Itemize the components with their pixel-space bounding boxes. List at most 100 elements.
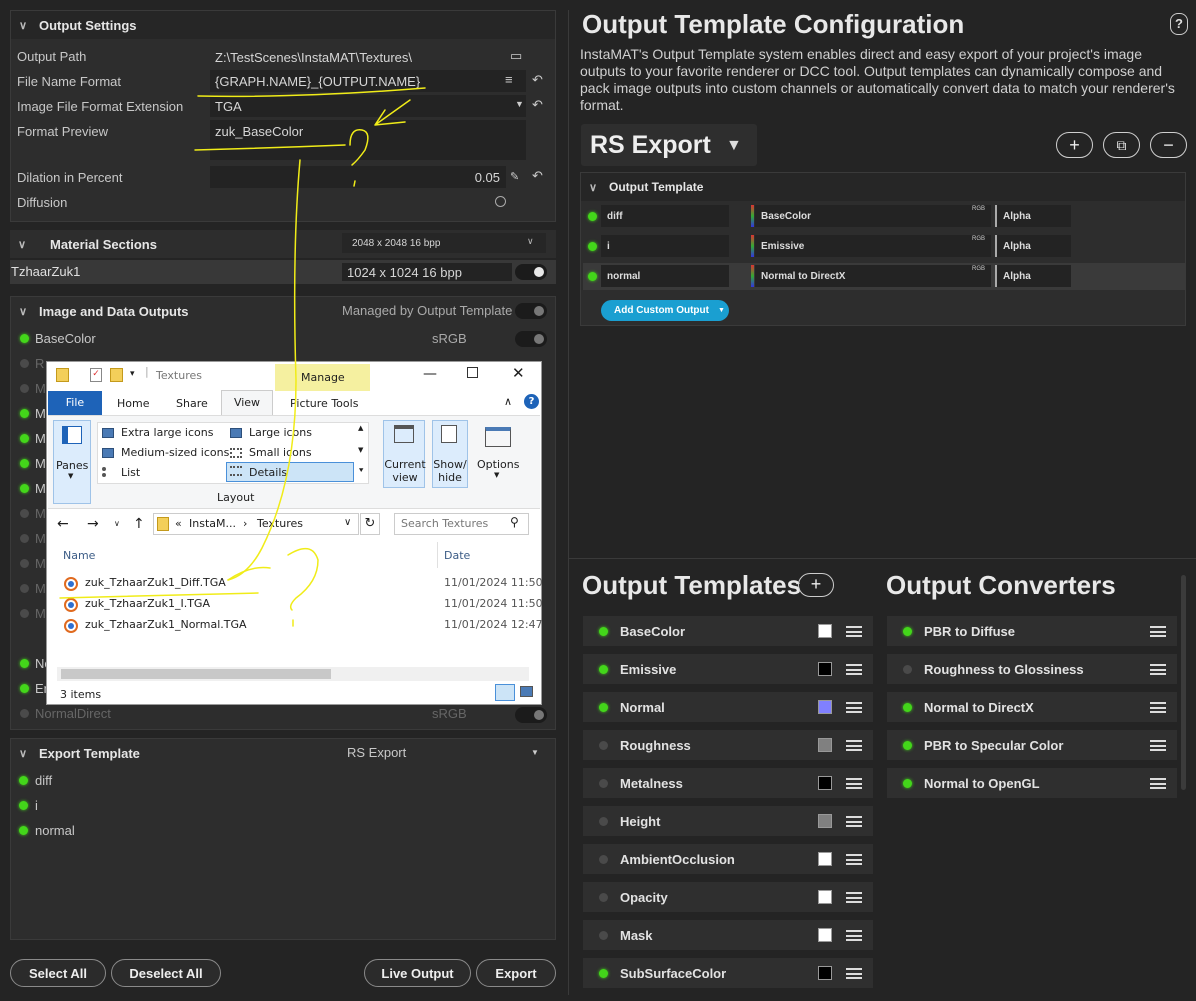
drag-handle-icon[interactable]: [846, 778, 862, 789]
output-template-item[interactable]: Opacity: [583, 882, 873, 912]
new-folder-icon[interactable]: [110, 368, 123, 382]
breadcrumb-item[interactable]: InstaM...: [189, 517, 236, 530]
drag-handle-icon[interactable]: [846, 664, 862, 675]
reset-icon[interactable]: ↶: [532, 168, 543, 183]
close-icon[interactable]: ✕: [512, 364, 525, 382]
list-icon[interactable]: ≡: [505, 72, 513, 87]
tab-file[interactable]: File: [48, 391, 102, 415]
drag-handle-icon[interactable]: [846, 816, 862, 827]
output-template-item[interactable]: AmbientOcclusion: [583, 844, 873, 874]
material-resolution-select[interactable]: 2048 x 2048 16 bpp: [342, 233, 546, 253]
tab-home[interactable]: Home: [117, 397, 150, 410]
breadcrumb-item[interactable]: Textures: [257, 517, 303, 530]
reset-icon[interactable]: ↶: [532, 72, 543, 87]
deselect-all-button[interactable]: Deselect All: [111, 959, 221, 987]
tab-share[interactable]: Share: [176, 397, 208, 410]
customize-arrow-icon[interactable]: ▾: [130, 369, 135, 379]
color-swatch[interactable]: [818, 890, 832, 904]
collapse-ribbon-icon[interactable]: ∧: [504, 395, 513, 408]
source-field[interactable]: Emissive: [755, 235, 991, 257]
output-converter-item[interactable]: Roughness to Glossiness: [887, 654, 1177, 684]
color-swatch[interactable]: [818, 852, 832, 866]
live-output-button[interactable]: Live Output: [364, 959, 471, 987]
export-template-header[interactable]: ∨ Export Template: [11, 739, 555, 767]
scrollbar[interactable]: [1181, 575, 1186, 790]
gallery-down-icon[interactable]: ▼: [358, 446, 364, 454]
output-template-header[interactable]: ∨ Output Template: [581, 173, 1185, 201]
file-name[interactable]: zuk_TzhaarZuk1_Diff.TGA: [85, 576, 226, 589]
forward-icon[interactable]: →: [87, 516, 99, 532]
color-swatch[interactable]: [818, 700, 832, 714]
output-toggle[interactable]: [515, 707, 547, 723]
maximize-icon[interactable]: [467, 367, 478, 378]
template-select[interactable]: [581, 124, 757, 166]
layout-item[interactable]: Details: [249, 466, 288, 479]
output-template-item[interactable]: Emissive: [583, 654, 873, 684]
color-swatch[interactable]: [818, 624, 832, 638]
drag-handle-icon[interactable]: [846, 892, 862, 903]
export-template-select[interactable]: RS Export: [347, 745, 407, 760]
drag-handle-icon[interactable]: [846, 702, 862, 713]
reset-icon[interactable]: ↶: [532, 97, 543, 112]
color-swatch[interactable]: [818, 928, 832, 942]
output-template-row[interactable]: diff BaseColor RGB Alpha: [583, 203, 1186, 230]
column-header-date[interactable]: Date: [444, 549, 471, 562]
color-swatch[interactable]: [818, 966, 832, 980]
output-template-item[interactable]: Height: [583, 806, 873, 836]
pencil-icon[interactable]: ✎: [510, 171, 520, 183]
layout-item[interactable]: Large icons: [249, 426, 312, 439]
color-swatch[interactable]: [818, 776, 832, 790]
drag-handle-icon[interactable]: [846, 968, 862, 979]
back-icon[interactable]: ←: [57, 516, 69, 532]
layout-item[interactable]: Small icons: [249, 446, 312, 459]
output-converter-item[interactable]: Normal to OpenGL: [887, 768, 1177, 798]
image-outputs-header[interactable]: ∨ Image and Data Outputs: [11, 297, 555, 325]
tab-picture-tools[interactable]: Picture Tools: [290, 397, 359, 410]
output-name-field[interactable]: normal: [601, 265, 729, 287]
export-button[interactable]: Export: [476, 959, 556, 987]
output-template-item[interactable]: SubSurfaceColor: [583, 958, 873, 988]
output-template-item[interactable]: Mask: [583, 920, 873, 950]
options-icon[interactable]: [485, 427, 511, 447]
output-template-row[interactable]: normal Normal to DirectX RGB Alpha: [583, 263, 1186, 290]
output-path-field[interactable]: Z:\TestScenes\InstaMAT\Textures\: [210, 46, 526, 68]
gallery-up-icon[interactable]: ▲: [358, 424, 364, 432]
folder-icon[interactable]: ▭: [510, 48, 523, 63]
refresh-button[interactable]: ↻: [360, 513, 380, 535]
help-icon[interactable]: ?: [524, 394, 539, 409]
layout-item[interactable]: Extra large icons: [121, 426, 214, 439]
material-toggle[interactable]: [515, 264, 547, 280]
output-template-item[interactable]: Roughness: [583, 730, 873, 760]
duplicate-template-button[interactable]: ⧉: [1103, 132, 1140, 158]
select-all-button[interactable]: Select All: [10, 959, 106, 987]
diffusion-toggle[interactable]: [495, 196, 506, 207]
search-icon[interactable]: ⚲: [510, 515, 519, 529]
drag-handle-icon[interactable]: [1150, 626, 1166, 637]
manage-tab[interactable]: [275, 364, 370, 391]
output-template-item[interactable]: Normal: [583, 692, 873, 722]
output-name-field[interactable]: diff: [601, 205, 729, 227]
drag-handle-icon[interactable]: [846, 930, 862, 941]
drag-handle-icon[interactable]: [846, 626, 862, 637]
options-label[interactable]: Options: [477, 458, 520, 471]
managed-toggle[interactable]: [515, 303, 547, 319]
output-converter-item[interactable]: PBR to Specular Color: [887, 730, 1177, 760]
output-template-item[interactable]: BaseColor: [583, 616, 873, 646]
file-name[interactable]: zuk_TzhaarZuk1_Normal.TGA: [85, 618, 247, 631]
image-ext-select[interactable]: TGA: [210, 95, 526, 117]
up-icon[interactable]: ↑: [133, 516, 145, 532]
address-dropdown-icon[interactable]: ∨: [344, 517, 352, 528]
address-bar[interactable]: [153, 513, 359, 535]
output-template-item[interactable]: Metalness: [583, 768, 873, 798]
drag-handle-icon[interactable]: [1150, 664, 1166, 675]
help-icon[interactable]: ?: [1170, 13, 1188, 35]
color-swatch[interactable]: [818, 814, 832, 828]
drag-handle-icon[interactable]: [1150, 702, 1166, 713]
drag-handle-icon[interactable]: [1150, 778, 1166, 789]
column-header-name[interactable]: Name: [63, 549, 96, 562]
add-custom-output-button[interactable]: Add Custom Output ▼: [601, 300, 729, 321]
properties-icon[interactable]: ✓: [90, 368, 102, 382]
large-icons-view-icon[interactable]: [520, 686, 533, 697]
panes-button[interactable]: [53, 420, 91, 504]
drag-handle-icon[interactable]: [846, 854, 862, 865]
